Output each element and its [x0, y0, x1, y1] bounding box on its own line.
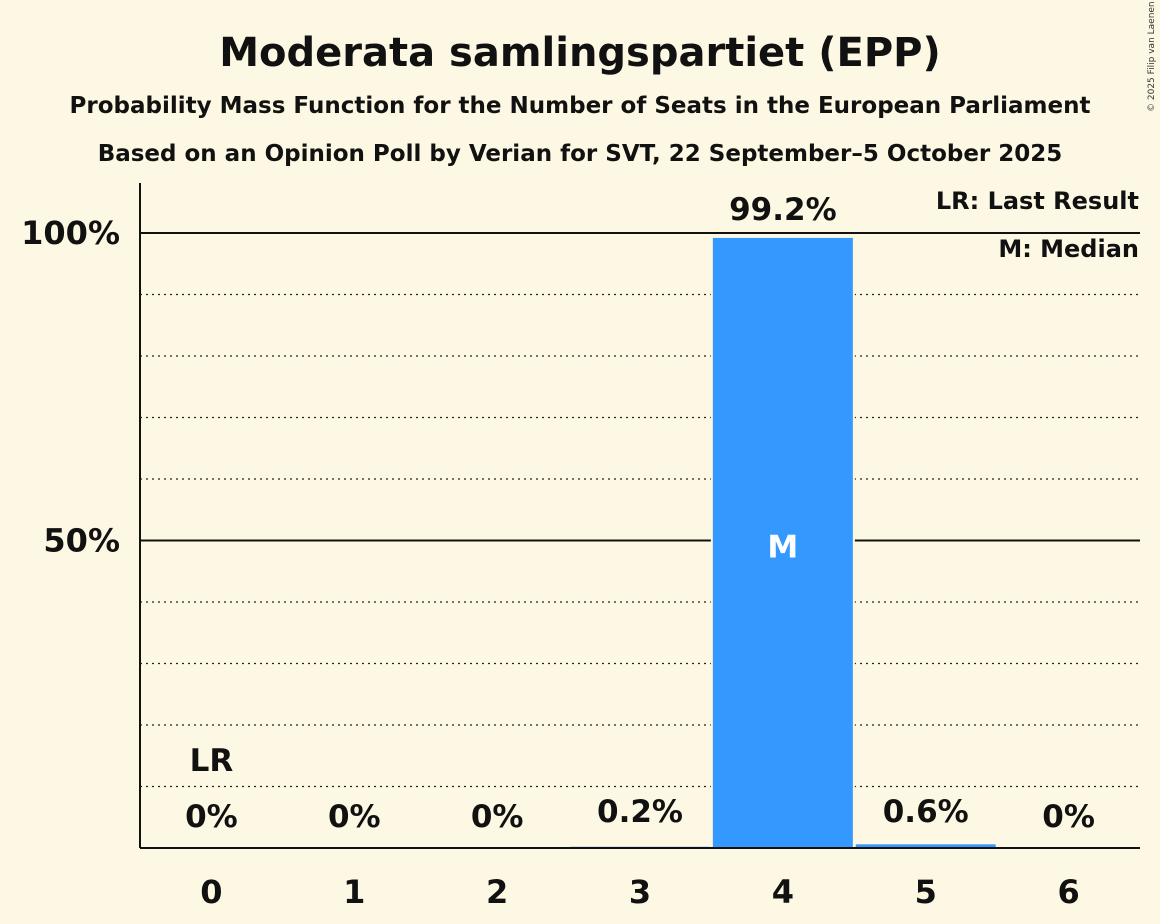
- x-tick-label: 3: [629, 873, 651, 911]
- x-tick-label: 1: [343, 873, 365, 911]
- bar-value-label: 0%: [471, 799, 524, 835]
- last-result-marker: LR: [190, 743, 234, 779]
- x-tick-label: 6: [1057, 873, 1079, 911]
- bar-outline: [568, 844, 712, 848]
- bars: [568, 235, 998, 849]
- copyright-text: © 2025 Filip van Laenen: [1147, 1, 1157, 112]
- bar-value-label: 0.2%: [597, 794, 683, 830]
- bar-value-label: 0%: [185, 799, 238, 835]
- x-tick-label: 0: [200, 873, 222, 911]
- y-tick-label: 50%: [43, 522, 120, 560]
- y-tick-label: 100%: [21, 214, 120, 252]
- grid-lines: [140, 232, 1140, 788]
- chart-title: Moderata samlingspartiet (EPP): [219, 30, 941, 76]
- median-marker: M: [767, 530, 798, 566]
- x-tick-label: 2: [486, 873, 508, 911]
- x-tick-label: 5: [915, 873, 937, 911]
- bar-value-label: 0%: [1042, 799, 1095, 835]
- bar-labels: 0% LR 0% 0% 0.2% 99.2% M 0.6% 0%: [185, 192, 1095, 835]
- bar-value-label: 0%: [328, 799, 381, 835]
- bar: [855, 844, 996, 848]
- bar-value-label: 99.2%: [729, 192, 837, 228]
- chart-subtitle: Probability Mass Function for the Number…: [70, 93, 1091, 119]
- legend-last-result: LR: Last Result: [936, 187, 1139, 215]
- bar: [712, 237, 853, 849]
- bar-value-label: 0.6%: [883, 794, 969, 830]
- legend-median: M: Median: [998, 235, 1139, 263]
- axes: 50% 100% 0 1 2 3 4 5 6: [21, 183, 1140, 911]
- chart-subtitle-source: Based on an Opinion Poll by Verian for S…: [98, 141, 1063, 167]
- x-tick-label: 4: [772, 873, 794, 911]
